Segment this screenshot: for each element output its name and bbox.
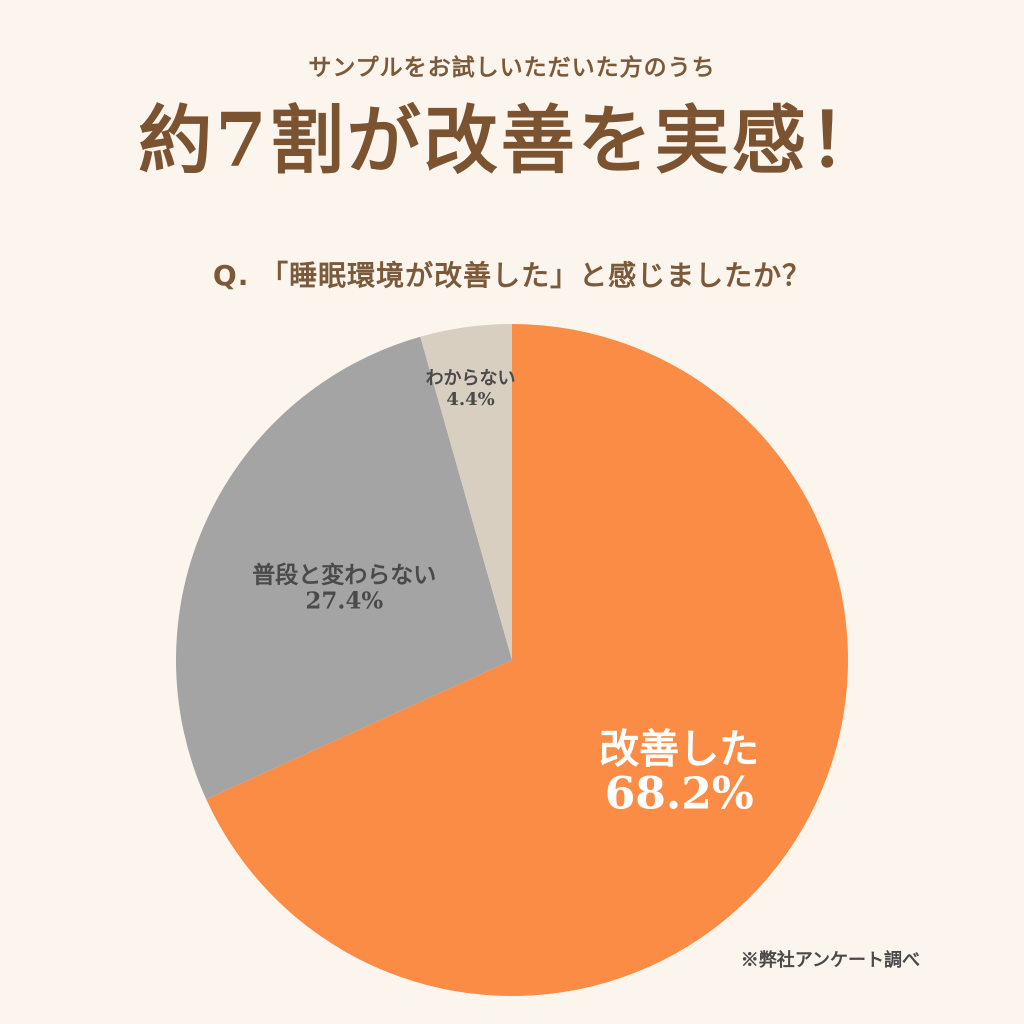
chart-subtitle: サンプルをお試しいただいた方のうち [308, 55, 716, 81]
chart-title: 約7割が改善を実感！ [138, 98, 886, 184]
slice-label-1: 改善した [599, 726, 759, 773]
slice-label-3: わからない [426, 368, 516, 389]
pie-slice-2 [175, 336, 512, 800]
pie-slice-3 [420, 324, 512, 660]
slice-label-2: 普段と変わらない [252, 561, 436, 588]
pie-slice-1 [206, 324, 848, 996]
slice-value-1: 68.2% [605, 769, 754, 820]
source-note: ※弊社アンケート調べ [740, 950, 920, 971]
slice-value-2: 27.4% [305, 587, 383, 614]
survey-question: Q. 「睡眠環境が改善した」と感じましたか？ [212, 259, 812, 292]
pie-slices [175, 324, 848, 996]
slice-value-3: 4.4% [446, 389, 494, 410]
